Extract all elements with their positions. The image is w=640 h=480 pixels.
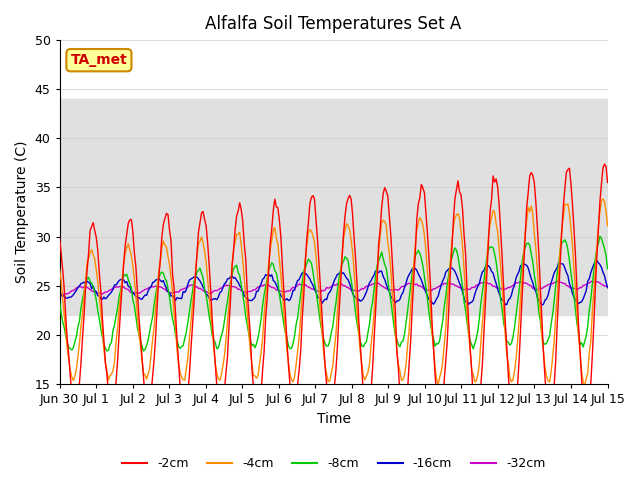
Y-axis label: Soil Temperature (C): Soil Temperature (C) (15, 141, 29, 283)
Bar (60, 99, 607, 315)
Legend: -2cm, -4cm, -8cm, -16cm, -32cm: -2cm, -4cm, -8cm, -16cm, -32cm (117, 452, 550, 475)
Text: TA_met: TA_met (70, 53, 127, 67)
Title: Alfalfa Soil Temperatures Set A: Alfalfa Soil Temperatures Set A (205, 15, 461, 33)
X-axis label: Time: Time (317, 411, 351, 426)
